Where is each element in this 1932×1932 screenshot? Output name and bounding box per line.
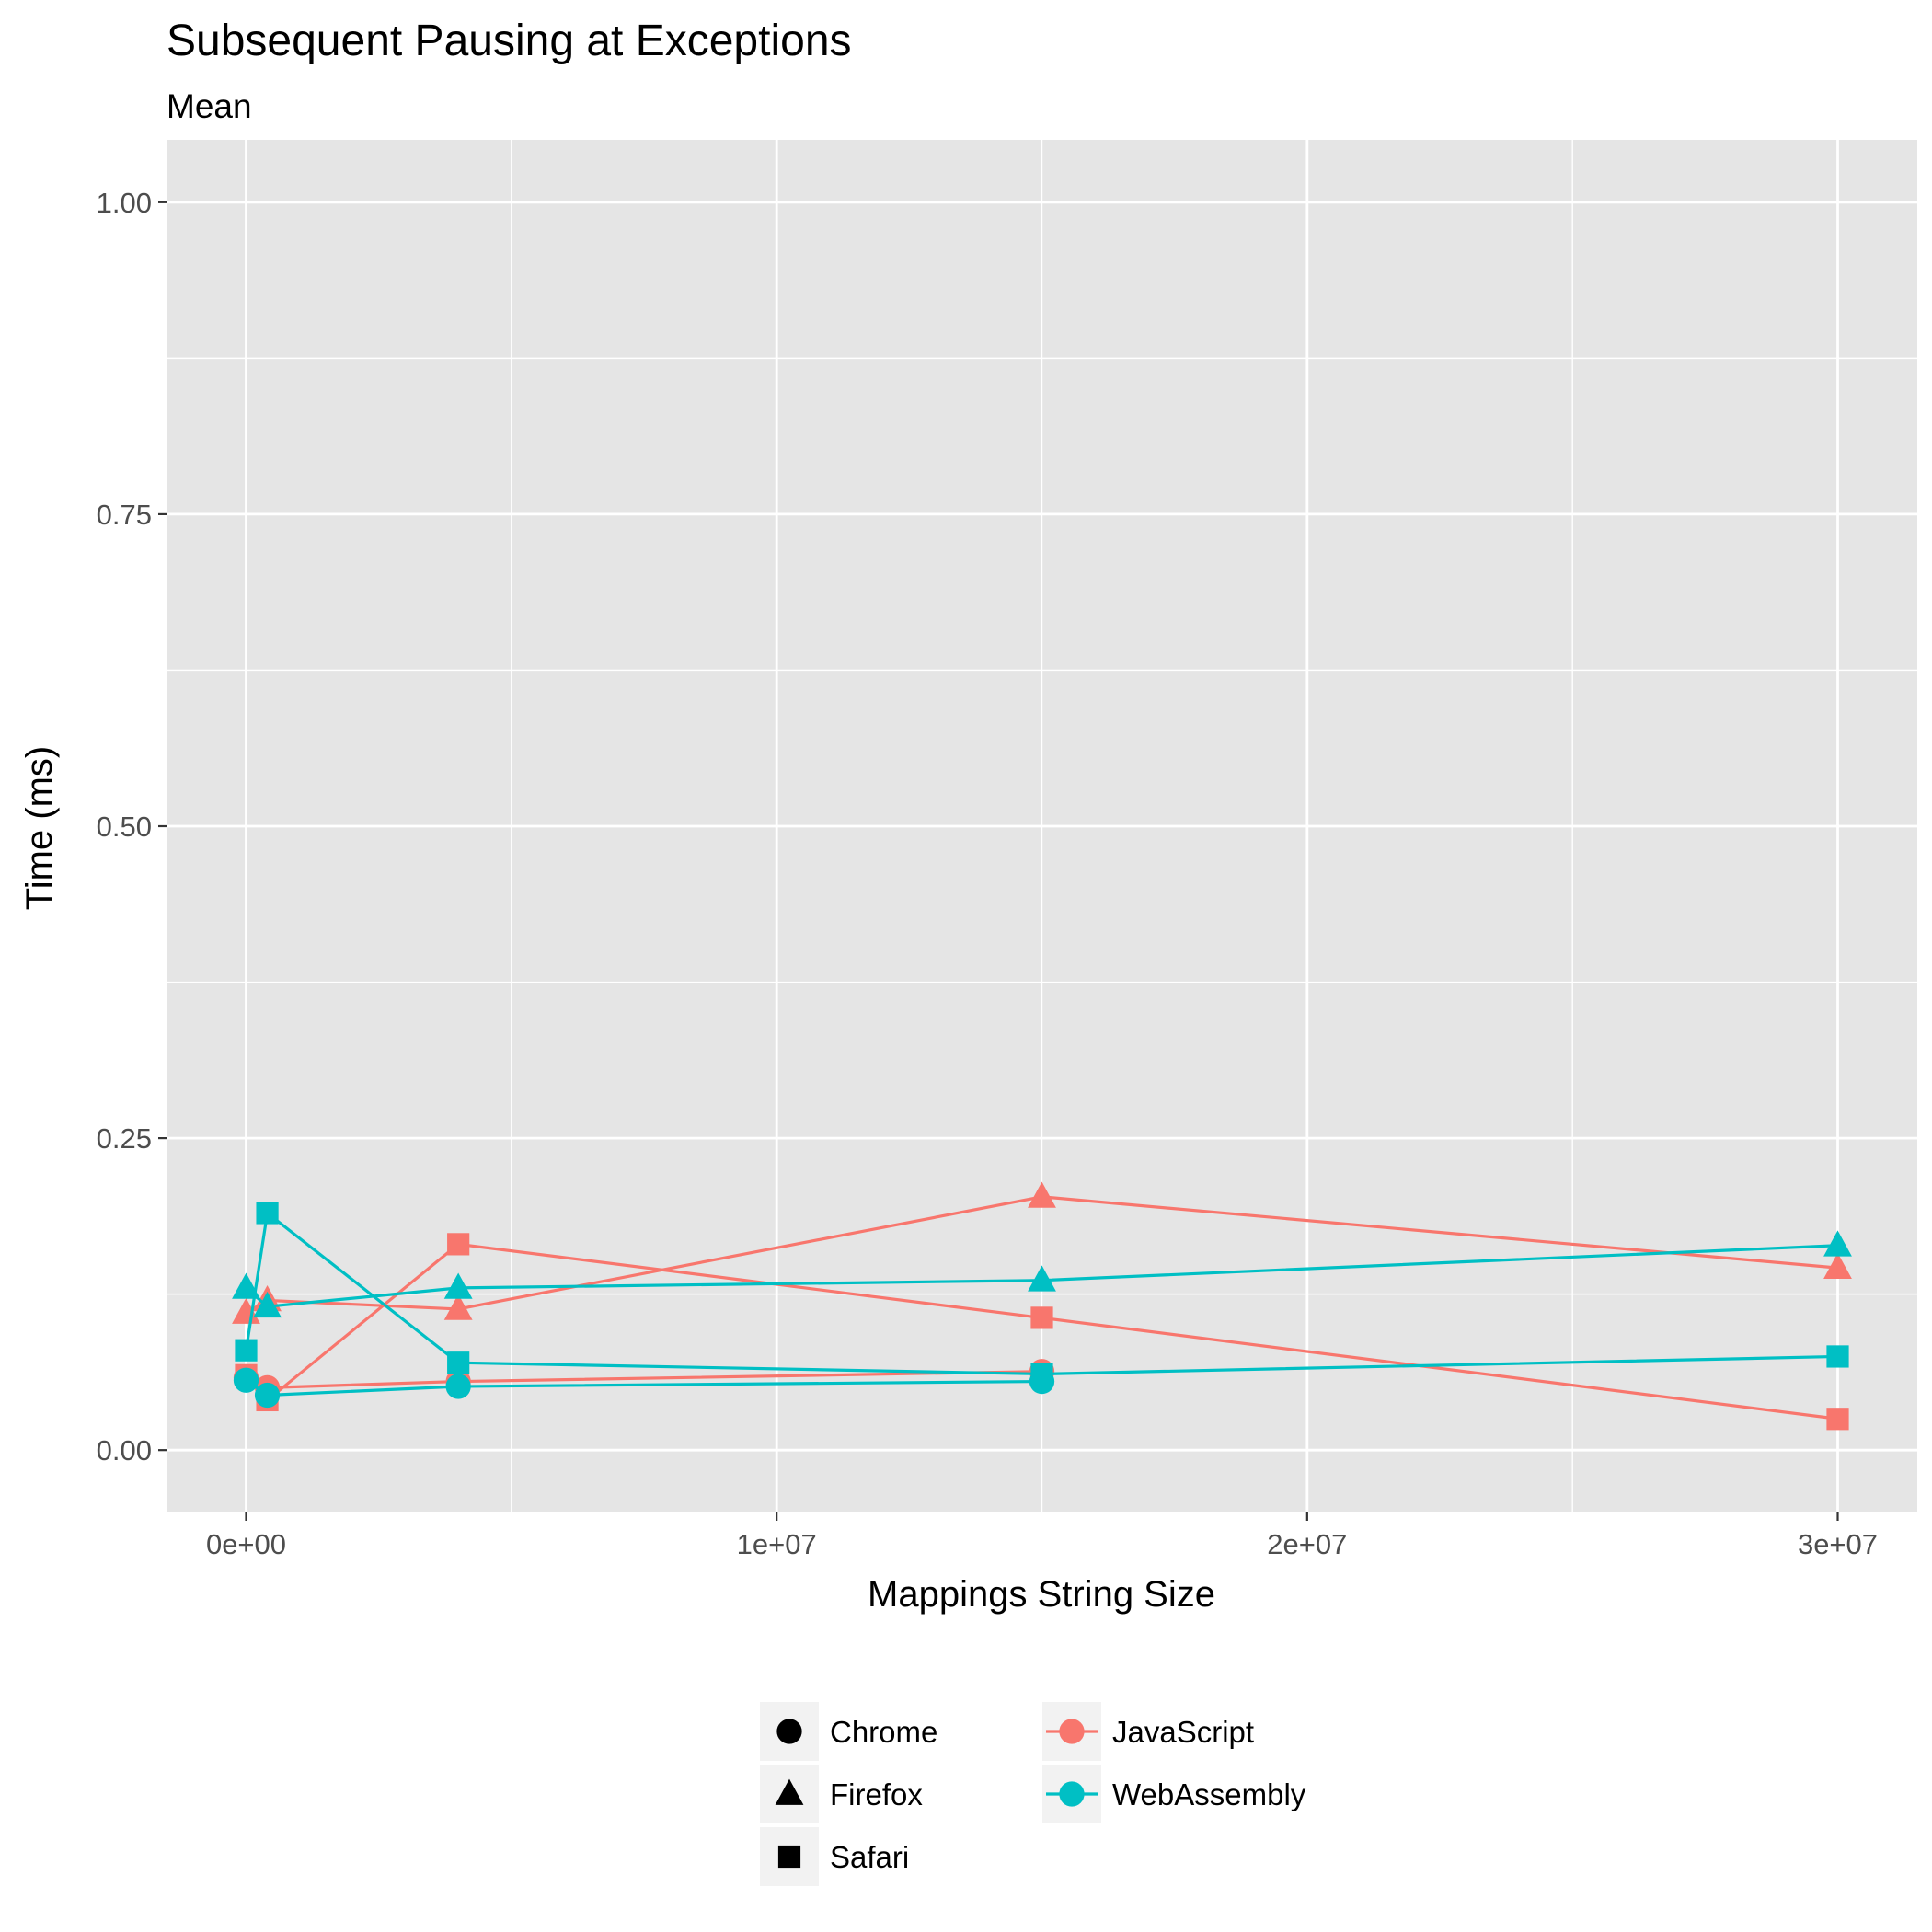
data-point-javascript-safari xyxy=(1826,1408,1849,1431)
legend-item-chrome: Chrome xyxy=(760,1702,937,1761)
data-point-webassembly-firefox xyxy=(232,1272,260,1299)
series-webassembly-safari xyxy=(235,1202,1849,1386)
y-tick-label: 0.75 xyxy=(97,499,152,531)
axes: 0e+00 1e+07 2e+07 3e+07 0.00 0.25 0.50 0.75 1.00 xyxy=(97,187,1878,1560)
data-point-webassembly-safari xyxy=(235,1339,258,1362)
x-tick-label: 3e+07 xyxy=(1798,1528,1878,1560)
data-point-javascript-firefox xyxy=(1823,1252,1852,1280)
legend-label: JavaScript xyxy=(1112,1715,1254,1749)
legend-marker xyxy=(1059,1781,1085,1807)
data-point-webassembly-firefox xyxy=(1823,1230,1852,1257)
data-point-javascript-firefox xyxy=(443,1294,473,1320)
x-tick-label: 1e+07 xyxy=(737,1528,817,1560)
legend-label: Chrome xyxy=(830,1715,937,1749)
legend-shape-circle xyxy=(776,1719,802,1744)
data-point-webassembly-firefox xyxy=(1028,1265,1056,1292)
chart-subtitle: Mean xyxy=(167,87,252,125)
legend-item-firefox: Firefox xyxy=(760,1765,923,1823)
data-point-javascript-safari xyxy=(447,1233,470,1256)
legend: Chrome Firefox Safari JavaScript WebAssembly xyxy=(760,1702,1306,1886)
data-point-webassembly-safari xyxy=(256,1202,279,1225)
series-line-webassembly-chrome xyxy=(245,1378,1042,1397)
legend-shape-triangle xyxy=(775,1778,804,1805)
data-point-webassembly-firefox xyxy=(443,1272,473,1299)
legend-label: Safari xyxy=(830,1840,909,1874)
y-tick-label: 1.00 xyxy=(97,187,152,219)
grid-lines xyxy=(167,140,1917,1512)
data-point-webassembly-chrome xyxy=(445,1374,471,1399)
data-point-webassembly-safari xyxy=(1826,1345,1849,1368)
data-point-webassembly-firefox xyxy=(253,1291,282,1318)
y-axis-title: Time (ms) xyxy=(19,746,60,910)
series-webassembly-firefox xyxy=(232,1230,1852,1318)
x-tick-label: 2e+07 xyxy=(1267,1528,1347,1560)
legend-item-webassembly: WebAssembly xyxy=(1042,1765,1306,1823)
y-tick-label: 0.50 xyxy=(97,811,152,843)
data-point-webassembly-safari xyxy=(447,1351,470,1374)
legend-shape-square xyxy=(777,1845,801,1869)
legend-label: WebAssembly xyxy=(1112,1777,1306,1811)
y-tick-label: 0.25 xyxy=(97,1122,152,1155)
data-point-javascript-firefox xyxy=(1028,1181,1056,1208)
legend-item-javascript: JavaScript xyxy=(1042,1702,1254,1761)
y-tick-label: 0.00 xyxy=(97,1434,152,1466)
series-layer xyxy=(232,1181,1852,1431)
legend-marker xyxy=(1059,1719,1085,1744)
x-tick-label: 0e+00 xyxy=(206,1528,286,1560)
data-point-javascript-safari xyxy=(1030,1306,1053,1329)
legend-label: Firefox xyxy=(830,1777,923,1811)
data-point-webassembly-safari xyxy=(1030,1363,1053,1386)
data-point-javascript-firefox xyxy=(232,1297,260,1324)
chart-title: Subsequent Pausing at Exceptions xyxy=(167,17,852,65)
data-point-webassembly-chrome xyxy=(233,1367,259,1393)
legend-item-safari: Safari xyxy=(760,1827,909,1886)
x-axis-title: Mappings String Size xyxy=(868,1574,1215,1615)
data-point-webassembly-chrome xyxy=(254,1382,281,1409)
